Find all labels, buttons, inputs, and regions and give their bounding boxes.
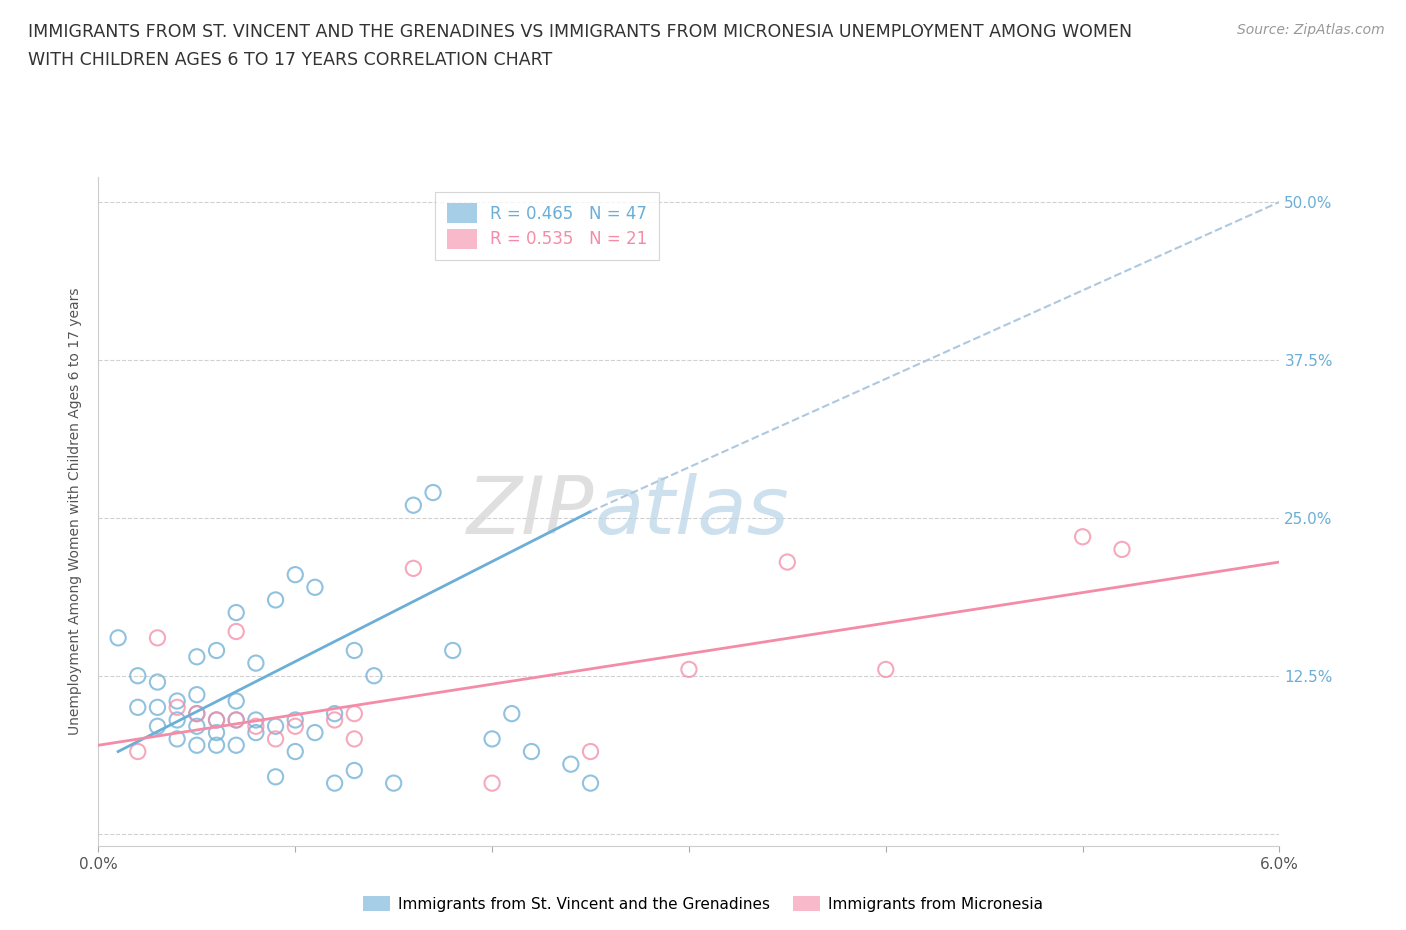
Point — [481, 776, 503, 790]
Point — [225, 694, 247, 709]
Point — [146, 674, 169, 689]
Point — [245, 719, 267, 734]
Point — [875, 662, 897, 677]
Point — [166, 712, 188, 727]
Point — [205, 712, 228, 727]
Point — [245, 656, 267, 671]
Point — [205, 725, 228, 740]
Point — [186, 706, 208, 721]
Point — [186, 719, 208, 734]
Point — [402, 561, 425, 576]
Legend: Immigrants from St. Vincent and the Grenadines, Immigrants from Micronesia: Immigrants from St. Vincent and the Gren… — [357, 889, 1049, 918]
Point — [225, 624, 247, 639]
Point — [127, 669, 149, 684]
Point — [579, 744, 602, 759]
Point — [1071, 529, 1094, 544]
Point — [323, 712, 346, 727]
Point — [225, 737, 247, 752]
Point — [146, 719, 169, 734]
Point — [205, 737, 228, 752]
Point — [520, 744, 543, 759]
Point — [323, 776, 346, 790]
Point — [284, 567, 307, 582]
Point — [166, 732, 188, 747]
Point — [166, 700, 188, 715]
Point — [205, 643, 228, 658]
Point — [382, 776, 405, 790]
Point — [363, 669, 385, 684]
Point — [579, 776, 602, 790]
Point — [402, 498, 425, 512]
Point — [1111, 542, 1133, 557]
Point — [422, 485, 444, 500]
Text: Source: ZipAtlas.com: Source: ZipAtlas.com — [1237, 23, 1385, 37]
Point — [264, 769, 287, 784]
Point — [441, 643, 464, 658]
Point — [146, 631, 169, 645]
Point — [284, 744, 307, 759]
Point — [264, 592, 287, 607]
Point — [264, 719, 287, 734]
Point — [245, 725, 267, 740]
Point — [146, 700, 169, 715]
Text: atlas: atlas — [595, 472, 789, 551]
Point — [343, 643, 366, 658]
Point — [186, 649, 208, 664]
Point — [186, 687, 208, 702]
Point — [166, 694, 188, 709]
Point — [186, 706, 208, 721]
Point — [304, 725, 326, 740]
Point — [225, 605, 247, 620]
Point — [776, 554, 799, 569]
Point — [107, 631, 129, 645]
Text: ZIP: ZIP — [467, 472, 595, 551]
Point — [501, 706, 523, 721]
Text: IMMIGRANTS FROM ST. VINCENT AND THE GRENADINES VS IMMIGRANTS FROM MICRONESIA UNE: IMMIGRANTS FROM ST. VINCENT AND THE GREN… — [28, 23, 1132, 41]
Point — [343, 732, 366, 747]
Point — [481, 732, 503, 747]
Y-axis label: Unemployment Among Women with Children Ages 6 to 17 years: Unemployment Among Women with Children A… — [69, 287, 83, 736]
Legend: R = 0.465   N = 47, R = 0.535   N = 21: R = 0.465 N = 47, R = 0.535 N = 21 — [436, 192, 659, 260]
Point — [127, 744, 149, 759]
Point — [264, 732, 287, 747]
Point — [127, 700, 149, 715]
Point — [225, 712, 247, 727]
Point — [225, 712, 247, 727]
Point — [284, 712, 307, 727]
Point — [560, 757, 582, 772]
Point — [343, 706, 366, 721]
Point — [205, 712, 228, 727]
Point — [343, 763, 366, 777]
Point — [323, 706, 346, 721]
Text: WITH CHILDREN AGES 6 TO 17 YEARS CORRELATION CHART: WITH CHILDREN AGES 6 TO 17 YEARS CORRELA… — [28, 51, 553, 69]
Point — [245, 712, 267, 727]
Point — [284, 719, 307, 734]
Point — [304, 580, 326, 595]
Point — [678, 662, 700, 677]
Point — [186, 737, 208, 752]
